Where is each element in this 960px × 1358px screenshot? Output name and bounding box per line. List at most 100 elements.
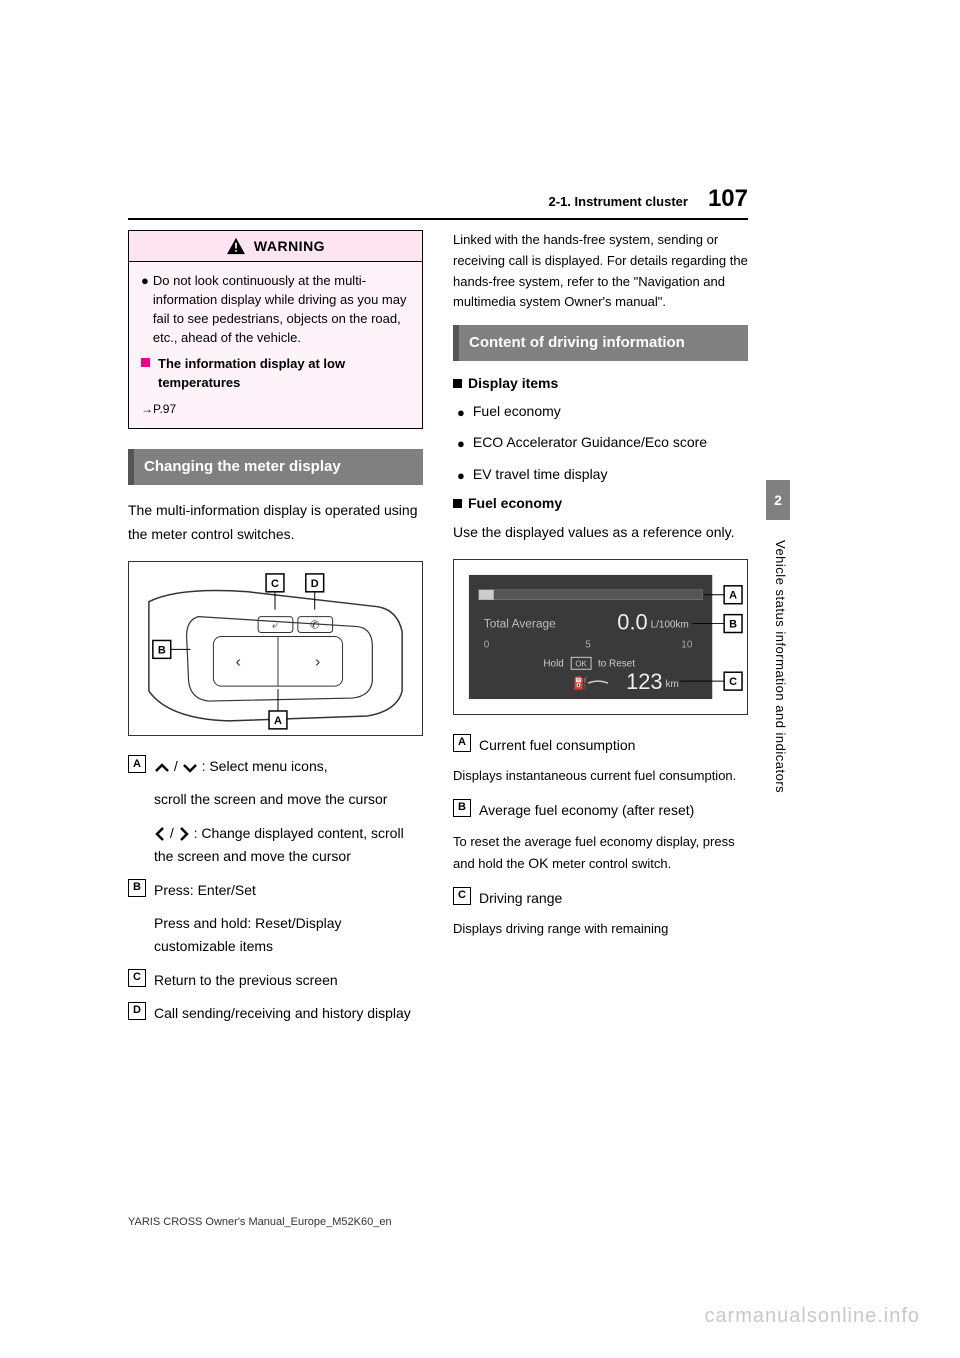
svg-text:›: › xyxy=(315,653,320,670)
chevron-up-icon xyxy=(154,762,170,774)
display-a-title: Current fuel consumption xyxy=(479,734,748,756)
range-unit: km xyxy=(666,679,679,690)
square-bullet-icon xyxy=(141,358,150,367)
hands-free-text: Linked with the hands-free system, sendi… xyxy=(453,230,748,313)
bullet-icon: ● xyxy=(141,272,149,347)
bullet-item: ● Fuel economy xyxy=(453,401,748,423)
scale-10: 10 xyxy=(681,639,693,650)
display-item-b: B Average fuel economy (after reset) xyxy=(453,799,748,821)
diagram-label-b: B xyxy=(158,644,166,656)
fuel-intro: Use the displayed values as a reference … xyxy=(453,521,748,545)
intro-text: The multi-information display is operate… xyxy=(128,499,423,547)
fuel-economy-heading: Fuel economy xyxy=(453,495,748,511)
item-b-text1: Press: Enter/Set xyxy=(154,879,423,901)
label-a: A xyxy=(128,755,146,773)
warning-title: WARNING xyxy=(254,238,325,254)
svg-text:C: C xyxy=(729,676,737,688)
page-number: 107 xyxy=(708,185,748,213)
section-banner: Changing the meter display xyxy=(128,449,423,485)
item-a-row3: / : Change displayed content, scroll the… xyxy=(154,822,423,870)
left-column: WARNING ● Do not look continuously at th… xyxy=(128,230,423,1034)
bullet-icon: ● xyxy=(457,403,465,423)
item-a-text3: : Change displayed content, scroll the s… xyxy=(154,825,404,865)
item-a-text2: scroll the screen and move the cursor xyxy=(154,788,423,812)
svg-text:B: B xyxy=(729,619,737,631)
range-value: 123 xyxy=(626,669,662,694)
item-c: C Return to the previous screen xyxy=(128,969,423,991)
square-bullet-icon xyxy=(453,379,462,388)
warning-item: ● Do not look continuously at the multi-… xyxy=(141,272,410,347)
bullet-icon: ● xyxy=(457,466,465,486)
hold-text: Hold xyxy=(543,658,563,669)
steering-controls-diagram: ‹ › ⤶ ✆ C D B A xyxy=(128,561,423,737)
scale-5: 5 xyxy=(585,639,591,650)
bullet-text: Fuel economy xyxy=(473,401,561,423)
bullet-text: ECO Accelerator Guidance/Eco score xyxy=(473,432,707,454)
item-b-text2: Press and hold: Reset/Display customizab… xyxy=(154,912,423,960)
display-c-title: Driving range xyxy=(479,887,748,909)
diagram-label-d: D xyxy=(311,577,319,589)
item-a: A / : Select menu icons, xyxy=(128,755,423,777)
item-a-content: / : Select menu icons, xyxy=(154,755,423,777)
ok-text: OK xyxy=(575,659,587,668)
item-d-text: Call sending/receiving and history displ… xyxy=(154,1002,423,1024)
label-c: C xyxy=(128,969,146,987)
svg-text:⤶: ⤶ xyxy=(272,619,279,631)
item-d: D Call sending/receiving and history dis… xyxy=(128,1002,423,1024)
bullet-text: EV travel time display xyxy=(473,464,608,486)
avg-value: 0.0 xyxy=(617,610,647,635)
warning-text: Do not look continuously at the multi-in… xyxy=(153,272,410,347)
display-items-heading: Display items xyxy=(453,375,748,391)
display-item-a: A Current fuel consumption xyxy=(453,734,748,756)
warning-header: WARNING xyxy=(129,231,422,262)
fuel-economy-display: Total Average 0.0 L/100km 0 5 10 Hold OK… xyxy=(453,559,748,715)
chevron-right-icon xyxy=(178,826,190,842)
display-c-desc: Displays driving range with remaining xyxy=(453,919,748,940)
label-b: B xyxy=(453,799,471,817)
label-c: C xyxy=(453,887,471,905)
bullet-icon: ● xyxy=(457,434,465,454)
page-reference: →P.97 xyxy=(141,401,410,418)
b-desc-post: meter control switch. xyxy=(552,856,671,871)
total-average-label: Total Average xyxy=(484,617,556,631)
warning-subhead: The information display at low temperatu… xyxy=(158,355,410,393)
item-c-text: Return to the previous screen xyxy=(154,969,423,991)
ok-label: OK xyxy=(528,855,548,871)
right-column: Linked with the hands-free system, sendi… xyxy=(453,230,748,1034)
warning-box: WARNING ● Do not look continuously at th… xyxy=(128,230,423,429)
label-d: D xyxy=(128,1002,146,1020)
display-b-desc: To reset the average fuel economy displa… xyxy=(453,832,748,876)
display-a-desc: Displays instantaneous current fuel cons… xyxy=(453,766,748,787)
header-rule xyxy=(128,218,748,220)
svg-text:‹: ‹ xyxy=(236,653,241,670)
section-banner-2: Content of driving information xyxy=(453,325,748,361)
item-a-text1: : Select menu icons, xyxy=(202,758,328,774)
bullet-item: ● ECO Accelerator Guidance/Eco score xyxy=(453,432,748,454)
page-header: 2-1. Instrument cluster 107 xyxy=(128,185,748,213)
display-b-title: Average fuel economy (after reset) xyxy=(479,799,748,821)
section-label: 2-1. Instrument cluster xyxy=(549,194,688,209)
content-columns: WARNING ● Do not look continuously at th… xyxy=(128,230,748,1034)
square-bullet-icon xyxy=(453,499,462,508)
footer-manual-id: YARIS CROSS Owner's Manual_Europe_M52K60… xyxy=(128,1216,392,1228)
reset-text: to Reset xyxy=(598,658,635,669)
chevron-left-icon xyxy=(154,826,166,842)
display-item-c: C Driving range xyxy=(453,887,748,909)
footer-watermark: carmanualsonline.info xyxy=(704,1305,920,1328)
bullet-item: ● EV travel time display xyxy=(453,464,748,486)
chapter-number: 2 xyxy=(774,492,782,508)
label-b: B xyxy=(128,879,146,897)
diagram-label-c: C xyxy=(271,577,279,589)
scale-0: 0 xyxy=(484,639,490,650)
warning-triangle-icon xyxy=(226,237,246,255)
avg-unit: L/100km xyxy=(651,620,689,631)
fuel-pump-icon: ⛽ xyxy=(573,676,588,690)
svg-text:✆: ✆ xyxy=(310,619,319,631)
svg-text:A: A xyxy=(729,590,737,602)
warning-subhead-row: The information display at low temperatu… xyxy=(141,355,410,393)
item-b: B Press: Enter/Set xyxy=(128,879,423,901)
display-items-label: Display items xyxy=(468,375,558,391)
warning-body: ● Do not look continuously at the multi-… xyxy=(129,262,422,428)
chevron-down-icon xyxy=(182,762,198,774)
label-a: A xyxy=(453,734,471,752)
